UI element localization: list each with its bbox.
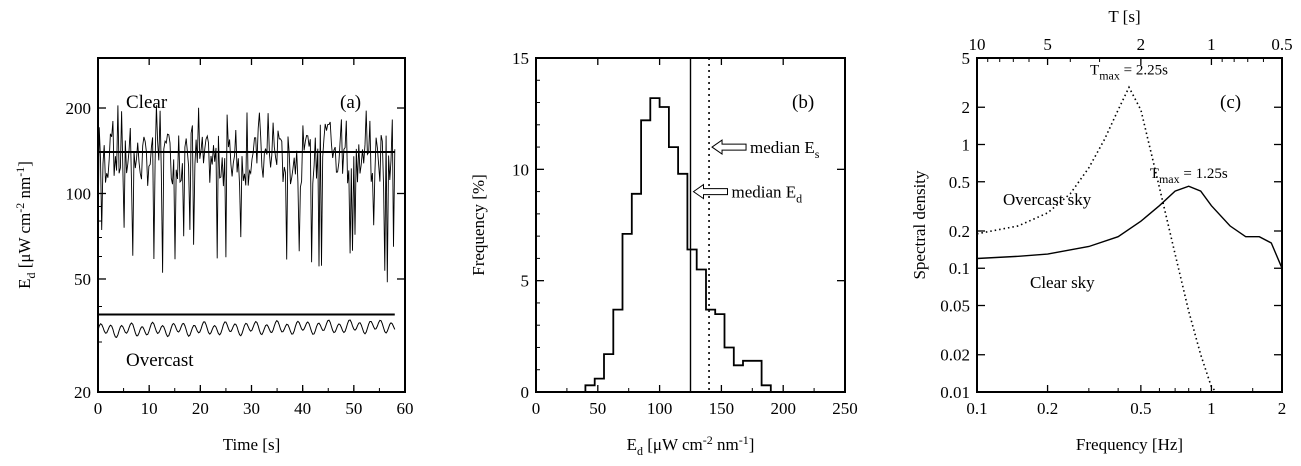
panel-c-series	[976, 85, 1283, 393]
panel-b-x-axis-label: Ed [μW cm-2 nm-1]	[627, 433, 755, 458]
x-tick-label: 20	[192, 399, 209, 418]
y-tick-label: 0.05	[940, 297, 970, 316]
y-tick-label: 0.2	[949, 222, 970, 241]
series-line-overcast	[97, 319, 396, 339]
series-line-overcast-sky	[976, 85, 1217, 393]
median-ed-label: median Ed	[732, 183, 803, 206]
panel-a: 0 10 20 30 40 50 60 20 50 100 200 (a) Clear Overca…	[13, 57, 414, 454]
panel-c-frame	[976, 57, 1283, 393]
y-tick-label: 0.02	[940, 346, 970, 365]
panel-a-y-axis-label: Ed [μW cm-2 nm-1]	[13, 161, 38, 289]
y-axis-label-text: Ed [μW cm-2 nm-1]	[13, 161, 38, 289]
histogram-bin	[660, 107, 669, 392]
y-tick-label: 200	[66, 99, 92, 118]
histogram-bin	[613, 310, 622, 392]
y-tick-label: 2	[962, 98, 971, 117]
y-tick-label: 5	[962, 49, 971, 68]
series-label-clear: Clear	[126, 92, 168, 113]
panel-b: 0 50 100 150 200 250 0 5 10 15 (b) median Ed media…	[469, 49, 858, 458]
histogram-bin	[687, 249, 696, 392]
panel-c-label: (c)	[1220, 92, 1241, 113]
x-tick-label: 50	[589, 399, 606, 418]
x-tick-label: 2	[1278, 399, 1287, 418]
panel-a-x-axis-label: Time [s]	[223, 435, 280, 454]
x-tick-label: 200	[770, 399, 796, 418]
y-tick-label: 15	[512, 49, 529, 68]
tmax-clear-annotation: Tmax = 1.25s	[1150, 166, 1228, 186]
histogram-bin	[724, 347, 733, 392]
x-tick-label: 10	[141, 399, 158, 418]
series-label-overcast: Overcast	[126, 350, 194, 371]
series-label-overcast-sky: Overcast sky	[1003, 190, 1092, 209]
panel-b-y-axis-label: Frequency [%]	[469, 174, 488, 276]
panel-c-y-axis-label: Spectral density	[910, 170, 929, 280]
histogram-bin	[678, 174, 687, 392]
histogram-bin	[669, 147, 678, 392]
histogram-bin	[715, 314, 724, 392]
arrow-icon	[692, 183, 728, 200]
y-tick-label: 0.01	[940, 383, 970, 402]
series-line-clear	[97, 105, 396, 283]
x-tick-label: 0.5	[1130, 399, 1151, 418]
arrow-icon	[711, 139, 747, 156]
panel-b-histogram	[584, 97, 772, 392]
histogram-bin	[632, 194, 641, 392]
y-tick-label: 0.5	[949, 173, 970, 192]
x-tick-label: 100	[647, 399, 673, 418]
y-tick-label: 5	[521, 272, 530, 291]
histogram-bin	[706, 310, 715, 392]
panel-c-x-axis-label: Frequency [Hz]	[1076, 435, 1183, 454]
y-tick-label: 50	[74, 270, 91, 289]
histogram-bin	[641, 120, 650, 392]
histogram-bin	[752, 361, 761, 392]
histogram-step-line	[584, 97, 772, 392]
histogram-bin	[604, 354, 613, 392]
histogram-bin	[743, 361, 752, 392]
top-tick-label: 0.5	[1271, 35, 1292, 54]
top-tick-label: 5	[1043, 35, 1052, 54]
panel-c-top-axis-label: T [s]	[1108, 7, 1140, 26]
histogram-bin	[585, 385, 594, 392]
histogram-bin	[734, 365, 743, 392]
x-tick-label: 60	[397, 399, 414, 418]
y-tick-label: 10	[512, 160, 529, 179]
top-tick-label: 2	[1137, 35, 1146, 54]
histogram-bin	[623, 234, 632, 392]
x-tick-label: 30	[243, 399, 260, 418]
histogram-bin	[595, 379, 604, 392]
median-es-label: median Es	[750, 138, 820, 161]
series-label-clear-sky: Clear sky	[1030, 273, 1095, 292]
y-tick-label: 1	[962, 135, 971, 154]
x-tick-label: 150	[709, 399, 735, 418]
x-tick-label: 1	[1207, 399, 1216, 418]
histogram-bin	[762, 385, 771, 392]
x-tick-label: 0.2	[1037, 399, 1058, 418]
x-tick-label: 50	[345, 399, 362, 418]
tmax-overcast-annotation: Tmax = 2.25s	[1090, 62, 1168, 82]
y-tick-label: 20	[74, 383, 91, 402]
histogram-bin	[697, 270, 706, 392]
x-tick-label: 0.1	[966, 399, 987, 418]
x-tick-label: 250	[832, 399, 858, 418]
x-tick-label: 40	[294, 399, 311, 418]
y-tick-label: 0.1	[949, 259, 970, 278]
panel-b-label: (b)	[792, 92, 814, 113]
x-axis-label-text: Ed [μW cm-2 nm-1]	[627, 433, 755, 458]
y-tick-label: 100	[66, 184, 92, 203]
panel-a-series	[97, 105, 396, 339]
x-tick-label: 0	[532, 399, 541, 418]
top-tick-label: 1	[1207, 35, 1216, 54]
top-tick-label: 10	[969, 35, 986, 54]
histogram-bin	[650, 98, 659, 392]
panel-a-label: (a)	[340, 92, 361, 113]
y-tick-label: 0	[521, 383, 530, 402]
panel-c: 0.1 0.2 0.5 1 210 5 2 1 0.50.010.020.050.10.20.5…	[910, 7, 1293, 454]
series-line-clear-sky	[976, 185, 1283, 269]
x-tick-label: 0	[94, 399, 103, 418]
